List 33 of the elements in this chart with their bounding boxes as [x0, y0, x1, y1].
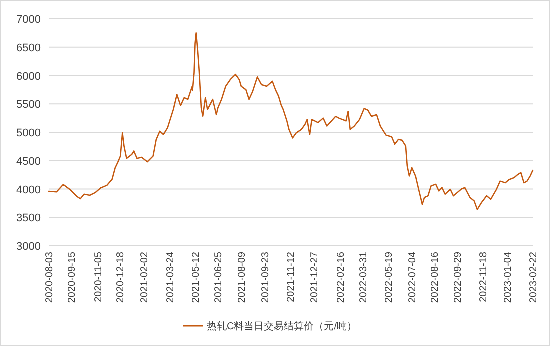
y-tick-label: 3500	[16, 212, 41, 225]
x-tick-label: 2020-12-18	[116, 252, 127, 304]
x-tick-label: 2020-11-05	[93, 252, 104, 302]
x-tick-label: 2022-09-29	[452, 252, 464, 304]
legend: 热轧C料当日交易结算价（元/吨）	[183, 322, 357, 332]
x-tick-label: 2023-02-22	[528, 252, 540, 304]
x-tick-label: 2020-09-15	[66, 252, 78, 304]
y-tick-label: 4000	[16, 184, 41, 196]
legend-label: 热轧C料当日交易结算价（元/吨）	[207, 320, 357, 332]
x-tick-label: 2022-02-16	[336, 252, 348, 304]
y-tick-label: 4500	[16, 156, 41, 168]
line-series	[48, 32, 534, 210]
y-tick-label: 6000	[16, 70, 41, 83]
y-tick-label: 5500	[16, 99, 41, 112]
x-tick-label: 2021-03-24	[165, 252, 176, 304]
x-tick-label: 2023-01-04	[503, 252, 514, 304]
x-tick-label: 2022-08-16	[430, 252, 441, 304]
x-tick-label: 2022-05-19	[384, 252, 395, 304]
x-tick-label: 2022-11-18	[478, 252, 490, 302]
x-tick-label: 2021-08-09	[236, 252, 248, 304]
x-tick-label: 2021-09-23	[260, 252, 272, 304]
y-tick-label: 3000	[16, 241, 41, 253]
x-tick-label: 2021-02-02	[139, 252, 150, 304]
y-tick-label: 6500	[16, 42, 41, 54]
y-tick-label: 5000	[16, 128, 41, 140]
x-tick-label: 2021-06-25	[214, 252, 225, 304]
x-tick-label: 2021-11-12	[286, 252, 298, 302]
x-tick-label: 2021-12-27	[310, 252, 321, 304]
x-tick-label: 2022-07-04	[408, 252, 419, 304]
y-tick-label: 7000	[16, 14, 41, 26]
x-tick-label: 2022-03-31	[358, 252, 370, 304]
x-tick-label: 2021-05-12	[190, 252, 202, 304]
x-tick-label: 2020-08-03	[44, 252, 56, 304]
